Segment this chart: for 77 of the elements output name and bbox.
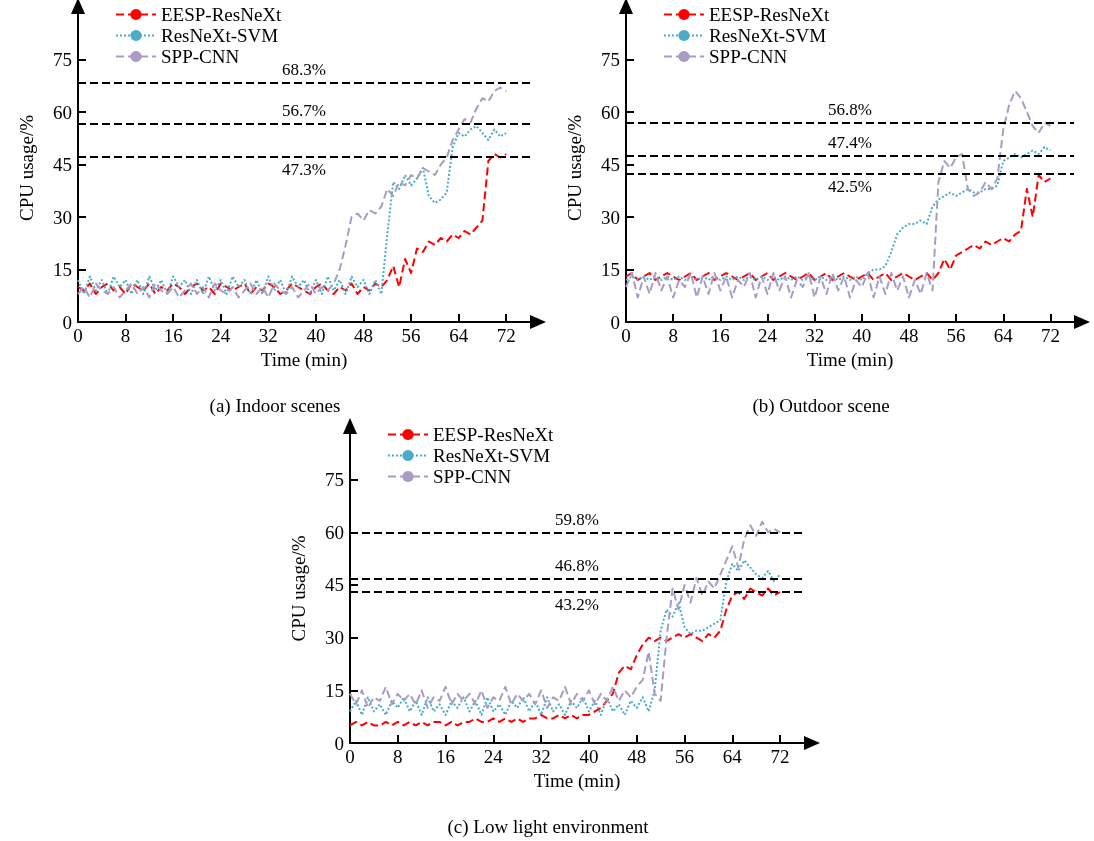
y-axis-title: CPU usage/% — [564, 114, 585, 222]
y-tick-label: 15 — [53, 259, 72, 280]
x-tick-label: 72 — [770, 746, 790, 767]
x-tick-label: 40 — [579, 746, 599, 767]
y-tick-label: 75 — [325, 469, 344, 491]
x-tick-label: 32 — [258, 325, 278, 346]
line-series — [625, 146, 1052, 281]
y-tick-label: 30 — [601, 206, 620, 228]
legend-label: EESP-ResNeXt — [709, 4, 831, 25]
ref-line-label: 46.8% — [555, 555, 599, 575]
y-tick-label: 15 — [601, 259, 620, 280]
x-tick-label: 56 — [946, 325, 966, 346]
y-tick-label: 75 — [601, 49, 620, 70]
x-tick-label: 72 — [496, 325, 516, 346]
x-tick-label: 40 — [852, 325, 872, 346]
x-tick-label: 64 — [449, 325, 469, 346]
x-tick-label: 16 — [710, 325, 730, 346]
line-series — [349, 587, 782, 727]
x-tick-label: 24 — [211, 325, 231, 346]
x-tick-label: 16 — [163, 325, 183, 346]
text: (a) Indoor scenes — [209, 395, 341, 417]
y-tick-label: 60 — [53, 101, 72, 123]
line-series — [77, 86, 508, 299]
x-tick-label: 64 — [993, 325, 1014, 346]
x-tick-label: 32 — [805, 325, 825, 346]
legend-label: ResNeXt-SVM — [433, 445, 551, 466]
x-tick-label: 64 — [722, 746, 743, 767]
y-tick-label: 45 — [325, 574, 344, 596]
ref-line-label: 43.2% — [555, 595, 599, 615]
x-axis-title: Time (min) — [806, 349, 894, 371]
x-tick-label: 40 — [306, 325, 326, 346]
y-tick-label: 75 — [53, 49, 72, 70]
line-series — [349, 559, 782, 716]
x-tick-label: 56 — [401, 325, 421, 346]
line-series — [625, 90, 1052, 299]
y-axis-title: CPU usage/% — [16, 114, 37, 222]
x-tick-label: 72 — [1040, 325, 1060, 346]
line-series — [77, 125, 508, 295]
x-tick-label: 48 — [627, 746, 647, 767]
x-tick-label: 8 — [120, 325, 131, 346]
ref-line-label: 68.3% — [282, 59, 326, 79]
x-tick-label: 24 — [483, 746, 504, 767]
y-tick-label: 60 — [601, 101, 620, 123]
legend-label: ResNeXt-SVM — [161, 25, 279, 46]
x-tick-label: 24 — [757, 325, 778, 346]
text: (b) Outdoor scene — [752, 395, 890, 417]
y-tick-label: 30 — [53, 206, 72, 228]
legend-label: ResNeXt-SVM — [709, 25, 827, 46]
ref-line-label: 56.7% — [282, 100, 326, 120]
line-series — [625, 174, 1052, 281]
ref-line-label: 59.8% — [555, 510, 599, 530]
x-tick-label: 8 — [393, 746, 403, 767]
x-axis-title: Time (min) — [533, 770, 621, 792]
legend-label: SPP-CNN — [709, 46, 788, 67]
x-tick-label: 48 — [899, 325, 919, 346]
legend-label: SPP-CNN — [433, 466, 512, 487]
x-tick-label: 48 — [353, 325, 373, 346]
x-tick-label: 56 — [675, 746, 695, 767]
x-tick-label: 32 — [531, 746, 551, 767]
legend-label: EESP-ResNeXt — [161, 4, 283, 25]
y-tick-label: 15 — [325, 679, 344, 701]
y-tick-label: 45 — [53, 154, 72, 175]
x-tick-label: 8 — [668, 325, 678, 346]
ref-line-label: 47.4% — [828, 133, 872, 153]
x-axis-title: Time (min) — [260, 349, 348, 371]
x-tick-label: 16 — [436, 746, 456, 767]
y-tick-label: 30 — [325, 627, 344, 649]
legend-label: SPP-CNN — [161, 46, 240, 67]
legend-label: EESP-ResNeXt — [433, 424, 555, 445]
ref-line-label: 47.3% — [282, 160, 326, 180]
ref-line-label: 42.5% — [828, 177, 872, 197]
y-axis-title: CPU usage/% — [288, 535, 309, 642]
line-series — [77, 153, 508, 295]
ref-line-label: 56.8% — [828, 100, 872, 120]
y-tick-label: 60 — [325, 521, 344, 543]
text: (c) Low light environment — [447, 816, 650, 838]
y-tick-label: 45 — [601, 154, 620, 175]
